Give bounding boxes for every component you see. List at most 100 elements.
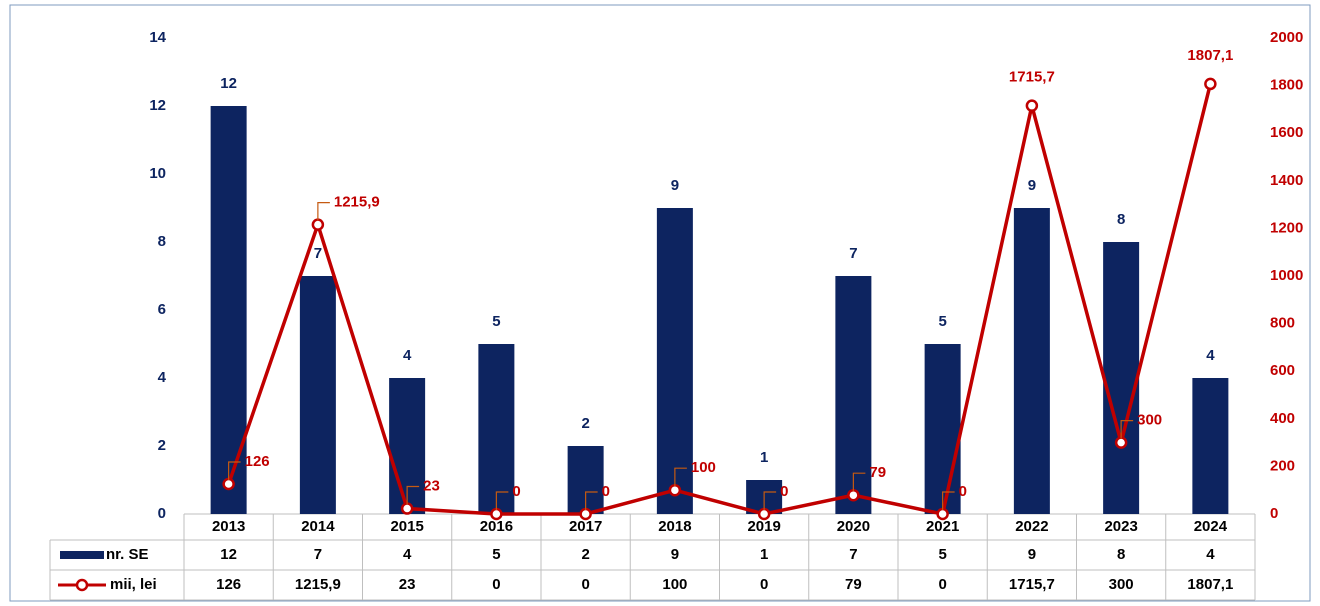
line-value-label: 0 <box>512 483 520 500</box>
y2-tick-label: 800 <box>1270 315 1295 332</box>
x-tick-label: 2013 <box>212 518 245 535</box>
line-marker <box>847 488 860 502</box>
table-cell: 1215,9 <box>295 576 341 593</box>
leader-line <box>1120 420 1134 439</box>
leader-line <box>852 472 866 492</box>
leader-line <box>763 491 777 510</box>
leader-line <box>942 491 955 510</box>
leader-line <box>585 491 598 510</box>
line-value-label: 0 <box>780 483 788 500</box>
bar-value-label: 7 <box>849 245 857 262</box>
table-cell: 5 <box>492 546 500 563</box>
x-tick-label: 2019 <box>747 518 780 535</box>
table-cell: 5 <box>938 546 946 563</box>
x-tick-label: 2016 <box>480 518 513 535</box>
y2-tick-label: 1600 <box>1270 124 1303 141</box>
bar-value-label: 4 <box>1206 347 1215 364</box>
table-cell: 126 <box>216 576 241 593</box>
bar-value-label: 12 <box>220 75 237 92</box>
leader-line <box>228 461 241 481</box>
table-cell: 9 <box>1028 546 1036 563</box>
y-tick-label: 10 <box>149 165 166 182</box>
line-value-label: 100 <box>691 459 716 476</box>
line-value-label: 126 <box>245 453 270 470</box>
table-cell: 300 <box>1109 576 1134 593</box>
leader-line <box>495 491 509 510</box>
bar-value-label: 4 <box>403 347 412 364</box>
table-cell: 12 <box>220 546 237 563</box>
line-marker <box>668 483 682 497</box>
bar-value-label: 5 <box>938 313 946 330</box>
bar-value-label: 7 <box>314 245 322 262</box>
y2-tick-label: 200 <box>1270 457 1295 474</box>
table-cell: 7 <box>314 546 322 563</box>
bar <box>1013 208 1050 514</box>
y2-tick-label: 1400 <box>1270 172 1303 189</box>
line-marker <box>400 502 414 515</box>
line-value-label: 1807,1 <box>1187 47 1233 64</box>
table-cell: 1715,7 <box>1009 576 1055 593</box>
line-value-label: 0 <box>602 483 610 500</box>
line-value-label: 0 <box>959 483 967 500</box>
table-cell: 9 <box>671 546 679 563</box>
x-tick-label: 2017 <box>569 518 602 535</box>
table-cell: 23 <box>399 576 416 593</box>
table-cell: 0 <box>581 576 589 593</box>
y-tick-label: 4 <box>158 369 167 386</box>
table-cell: 1807,1 <box>1187 576 1233 593</box>
bar <box>210 106 247 514</box>
x-tick-label: 2014 <box>301 518 335 535</box>
y-tick-label: 14 <box>149 29 166 46</box>
line-value-label: 1215,9 <box>334 194 380 211</box>
bar-value-label: 9 <box>1028 177 1036 194</box>
line-marker <box>1204 77 1217 91</box>
table-cell: 8 <box>1117 546 1125 563</box>
x-tick-label: 2022 <box>1015 518 1048 535</box>
y2-tick-label: 1800 <box>1270 77 1303 94</box>
x-tick-label: 2018 <box>658 518 691 535</box>
bar-value-label: 1 <box>760 449 768 466</box>
table-cell: 0 <box>938 576 946 593</box>
line <box>226 83 1213 517</box>
line-marker <box>222 477 235 491</box>
bar-value-label: 8 <box>1117 211 1125 228</box>
y-tick-label: 8 <box>158 233 166 250</box>
y2-tick-label: 600 <box>1270 362 1295 379</box>
bar <box>478 344 515 514</box>
table-cell: 4 <box>1206 546 1215 563</box>
table-cell: 0 <box>760 576 768 593</box>
bar <box>1192 378 1229 514</box>
table-cell: 7 <box>849 546 857 563</box>
x-tick-label: 2015 <box>390 518 423 535</box>
bar-value-label: 5 <box>492 313 500 330</box>
chart-frame <box>9 4 1311 602</box>
y2-tick-label: 1200 <box>1270 219 1303 236</box>
line-marker <box>311 218 325 231</box>
leader-line <box>406 485 420 505</box>
line-value-label: 300 <box>1137 412 1162 429</box>
x-tick-label: 2024 <box>1194 518 1228 535</box>
bar <box>924 344 961 514</box>
legend-swatch <box>60 551 104 559</box>
bar-value-label: 9 <box>671 177 679 194</box>
bar-value-label: 2 <box>581 415 589 432</box>
y-tick-label: 2 <box>158 437 166 454</box>
y-tick-label: 6 <box>158 301 166 318</box>
x-tick-label: 2023 <box>1104 518 1137 535</box>
table-cell: 79 <box>845 576 862 593</box>
bar <box>656 208 693 514</box>
x-tick-label: 2020 <box>837 518 870 535</box>
legend-label: mii, lei <box>110 576 157 593</box>
bar <box>299 276 336 514</box>
leader-line <box>674 467 687 487</box>
y-tick-label: 0 <box>158 505 166 522</box>
table-cell: 0 <box>492 576 500 593</box>
line-marker <box>1114 436 1128 449</box>
y2-tick-label: 1000 <box>1270 267 1303 284</box>
table-cell: 100 <box>662 576 687 593</box>
legend-marker <box>75 578 89 592</box>
table-cell: 1 <box>760 546 768 563</box>
line-value-label: 79 <box>869 464 886 481</box>
